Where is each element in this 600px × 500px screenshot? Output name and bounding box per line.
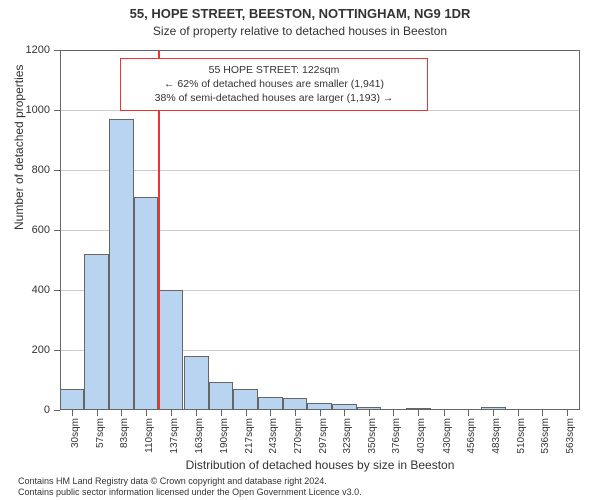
- x-tick: [369, 410, 370, 416]
- x-tick-label: 57sqm: [95, 418, 106, 448]
- y-tick-label: 0: [44, 404, 50, 416]
- x-tick: [196, 410, 197, 416]
- x-tick: [418, 410, 419, 416]
- x-tick-label: 483sqm: [491, 418, 502, 454]
- x-tick: [270, 410, 271, 416]
- x-tick-label: 430sqm: [442, 418, 453, 454]
- y-tick-label: 1000: [26, 104, 50, 116]
- footer-line1: Contains HM Land Registry data © Crown c…: [18, 476, 362, 487]
- x-tick: [518, 410, 519, 416]
- x-tick: [171, 410, 172, 416]
- x-tick-label: 403sqm: [416, 418, 427, 454]
- chart-title-line2: Size of property relative to detached ho…: [0, 24, 600, 38]
- x-tick: [444, 410, 445, 416]
- x-tick-label: 110sqm: [144, 418, 155, 453]
- x-tick: [320, 410, 321, 416]
- x-tick: [246, 410, 247, 416]
- y-tick-label: 800: [32, 164, 50, 176]
- x-tick: [393, 410, 394, 416]
- x-tick: [542, 410, 543, 416]
- plot-area: 02004006008001000120030sqm57sqm83sqm110s…: [60, 50, 580, 410]
- chart-title-line1: 55, HOPE STREET, BEESTON, NOTTINGHAM, NG…: [0, 6, 600, 21]
- x-tick-label: 30sqm: [70, 418, 81, 448]
- y-tick: [54, 410, 60, 411]
- x-tick: [344, 410, 345, 416]
- footer-text: Contains HM Land Registry data © Crown c…: [18, 476, 362, 498]
- x-tick: [295, 410, 296, 416]
- x-tick: [146, 410, 147, 416]
- x-tick: [121, 410, 122, 416]
- x-tick-label: 510sqm: [516, 418, 527, 454]
- x-tick: [493, 410, 494, 416]
- footer-line2: Contains public sector information licen…: [18, 487, 362, 498]
- x-tick: [468, 410, 469, 416]
- x-tick-label: 376sqm: [391, 418, 402, 454]
- x-tick-label: 536sqm: [540, 418, 551, 454]
- x-tick-label: 270sqm: [293, 418, 304, 454]
- plot-border: [60, 50, 580, 410]
- x-tick-label: 297sqm: [318, 418, 329, 454]
- x-tick: [221, 410, 222, 416]
- x-tick-label: 563sqm: [565, 418, 576, 454]
- x-tick-label: 456sqm: [466, 418, 477, 454]
- x-tick-label: 323sqm: [342, 418, 353, 454]
- x-tick-label: 83sqm: [119, 418, 130, 448]
- x-tick-label: 243sqm: [268, 418, 279, 454]
- y-tick-label: 600: [32, 224, 50, 236]
- x-tick-label: 190sqm: [219, 418, 230, 454]
- chart-container: { "chart": { "type": "histogram", "title…: [0, 0, 600, 500]
- x-tick-label: 163sqm: [194, 418, 205, 454]
- x-tick: [97, 410, 98, 416]
- y-tick-label: 200: [32, 344, 50, 356]
- x-tick-label: 137sqm: [169, 418, 180, 454]
- x-tick-label: 217sqm: [244, 418, 255, 454]
- y-axis-label: Number of detached properties: [12, 65, 26, 230]
- y-tick-label: 1200: [26, 44, 50, 56]
- x-tick-label: 350sqm: [367, 418, 378, 454]
- x-axis-label: Distribution of detached houses by size …: [60, 458, 580, 472]
- x-tick: [567, 410, 568, 416]
- y-tick-label: 400: [32, 284, 50, 296]
- x-tick: [72, 410, 73, 416]
